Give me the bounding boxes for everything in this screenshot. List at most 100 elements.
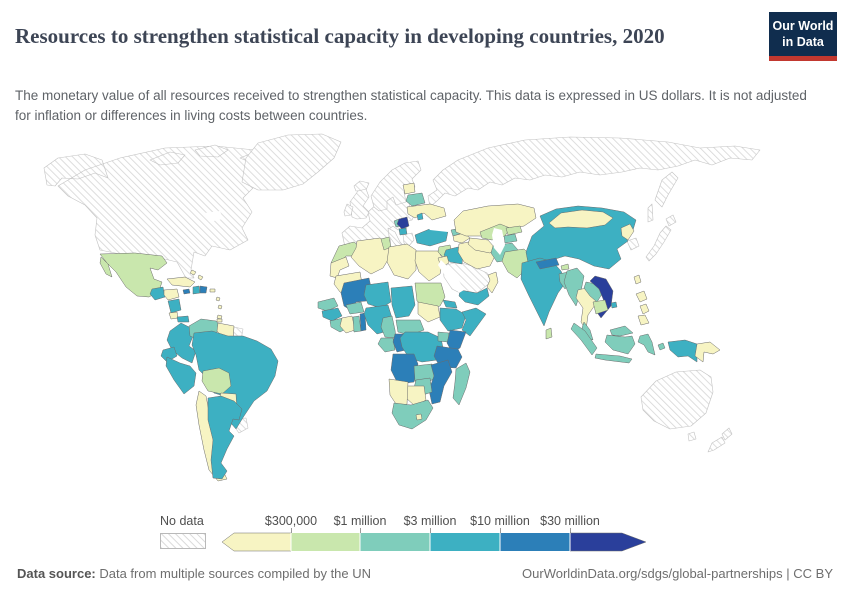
country-peru[interactable]: [165, 356, 197, 395]
country-cuba[interactable]: [166, 276, 196, 288]
country-guatemala[interactable]: [149, 286, 166, 301]
country-ecuador[interactable]: [160, 346, 178, 363]
country-ireland[interactable]: [343, 203, 354, 217]
legend-bin-3m-10m[interactable]: [430, 533, 500, 551]
country-papua-indonesia[interactable]: [667, 339, 698, 363]
country-madagascar[interactable]: [452, 362, 471, 406]
country-senegal[interactable]: [317, 297, 339, 312]
country-mozambique[interactable]: [428, 359, 453, 405]
country-ghana[interactable]: [352, 315, 362, 333]
country-canada-us[interactable]: [43, 145, 264, 279]
country-sudan[interactable]: [414, 282, 446, 310]
country-lesotho[interactable]: [415, 413, 423, 421]
country-mongolia[interactable]: [548, 209, 614, 229]
country-russia[interactable]: [427, 136, 761, 208]
legend-bin-10m-30m[interactable]: [500, 533, 570, 551]
country-new-zealand-south[interactable]: [707, 436, 726, 453]
country-sri-lanka[interactable]: [545, 327, 553, 340]
country-jamaica[interactable]: [182, 288, 191, 295]
country-iceland[interactable]: [353, 180, 370, 192]
country-tajikistan[interactable]: [503, 233, 518, 244]
country-sulawesi[interactable]: [637, 333, 656, 356]
country-greece[interactable]: [402, 232, 415, 248]
country-north-korea[interactable]: [620, 223, 635, 241]
country-angola[interactable]: [390, 353, 419, 385]
country-libya[interactable]: [386, 243, 417, 280]
country-cote-divoire[interactable]: [339, 315, 356, 334]
country-malaysia-borneo[interactable]: [609, 325, 634, 337]
country-mali[interactable]: [340, 277, 373, 312]
country-albania-macedonia[interactable]: [398, 227, 408, 236]
country-philippines-visayas[interactable]: [639, 303, 650, 315]
country-hainan[interactable]: [610, 301, 618, 309]
country-baltic[interactable]: [402, 182, 416, 195]
country-brazil[interactable]: [191, 330, 279, 430]
country-australia[interactable]: [640, 369, 714, 430]
legend-bin-under-300k[interactable]: [221, 532, 292, 552]
country-ukraine[interactable]: [406, 203, 447, 221]
country-serbia[interactable]: [396, 216, 410, 230]
country-somalia[interactable]: [461, 307, 487, 337]
country-taiwan[interactable]: [633, 274, 642, 285]
country-hokkaido[interactable]: [665, 214, 677, 227]
country-greenland[interactable]: [241, 133, 342, 191]
country-lesser-antilles[interactable]: [215, 296, 223, 320]
no-data-swatch[interactable]: [160, 533, 206, 549]
country-philippines-mindanao[interactable]: [637, 314, 650, 326]
country-uganda[interactable]: [437, 331, 450, 343]
country-new-zealand-north[interactable]: [721, 427, 733, 441]
country-trinidad[interactable]: [216, 318, 223, 323]
country-philippines-luzon[interactable]: [635, 290, 648, 303]
country-moldova[interactable]: [416, 212, 424, 221]
country-nicaragua[interactable]: [167, 298, 182, 314]
country-sumatra[interactable]: [570, 322, 598, 356]
country-moluccas[interactable]: [657, 342, 666, 351]
owid-link[interactable]: OurWorldinData.org/sdgs/global-partnersh…: [522, 566, 833, 581]
legend-bin-1m-3m[interactable]: [360, 533, 430, 551]
owid-logo[interactable]: Our World in Data: [769, 12, 837, 62]
country-kazakhstan[interactable]: [453, 203, 537, 239]
country-western-sahara[interactable]: [329, 256, 350, 279]
country-borneo-indonesia[interactable]: [604, 334, 636, 355]
country-yemen[interactable]: [458, 287, 490, 306]
country-java[interactable]: [594, 353, 633, 364]
country-panama[interactable]: [176, 315, 190, 323]
country-niger[interactable]: [363, 281, 392, 309]
country-south-africa[interactable]: [391, 399, 434, 430]
country-papua-new-guinea[interactable]: [694, 341, 721, 363]
country-mexico[interactable]: [99, 252, 168, 298]
legend-bin-over-30m[interactable]: [569, 532, 647, 552]
country-cambodia[interactable]: [592, 299, 609, 315]
country-chad[interactable]: [390, 285, 416, 319]
country-bolivia[interactable]: [201, 367, 232, 395]
country-nepal[interactable]: [535, 257, 560, 270]
country-oman[interactable]: [486, 271, 499, 294]
country-ethiopia[interactable]: [439, 307, 467, 332]
country-south-korea[interactable]: [626, 237, 640, 251]
country-bahamas[interactable]: [189, 269, 204, 281]
country-haiti[interactable]: [192, 285, 201, 295]
country-puerto-rico[interactable]: [209, 288, 216, 293]
country-japan[interactable]: [645, 225, 672, 262]
country-kamchatka[interactable]: [647, 171, 679, 223]
country-eritrea[interactable]: [442, 299, 458, 309]
country-kyrgyzstan[interactable]: [505, 225, 523, 236]
country-cameroon[interactable]: [380, 315, 397, 339]
country-gabon[interactable]: [377, 337, 396, 353]
country-scandinavia[interactable]: [370, 160, 422, 212]
country-costa-rica[interactable]: [168, 311, 179, 320]
country-dominican-republic[interactable]: [199, 285, 208, 294]
country-tasmania[interactable]: [687, 431, 697, 442]
country-burkina-faso[interactable]: [345, 301, 365, 315]
country-argentina[interactable]: [207, 395, 243, 480]
legend-bin-300k-1m[interactable]: [291, 533, 360, 551]
country-turkmenistan[interactable]: [467, 237, 496, 254]
country-south-sudan[interactable]: [417, 301, 441, 323]
country-bhutan[interactable]: [560, 263, 570, 271]
country-guinea[interactable]: [321, 307, 343, 322]
country-namibia[interactable]: [388, 378, 409, 408]
country-benin-togo[interactable]: [359, 312, 367, 332]
country-belarus[interactable]: [405, 192, 426, 207]
country-honduras[interactable]: [163, 288, 180, 301]
country-united-kingdom[interactable]: [349, 188, 370, 220]
